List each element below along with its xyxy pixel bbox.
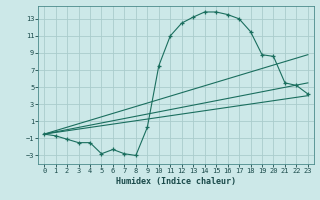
X-axis label: Humidex (Indice chaleur): Humidex (Indice chaleur) bbox=[116, 177, 236, 186]
